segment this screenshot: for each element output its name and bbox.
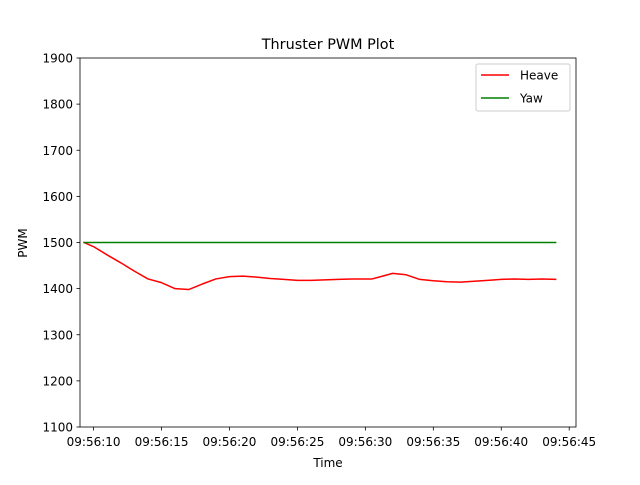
series-line-heave <box>83 241 557 291</box>
y-tick-label: 1600 <box>42 190 73 204</box>
y-tick-label: 1400 <box>42 282 73 296</box>
chart-title: Thruster PWM Plot <box>261 37 395 53</box>
legend: Heave Yaw <box>475 63 571 112</box>
y-tick-label: 1900 <box>42 52 73 66</box>
x-tick-label: 09:56:35 <box>406 435 460 449</box>
y-tick-label: 1300 <box>42 328 73 342</box>
x-tick-label: 09:56:30 <box>338 435 392 449</box>
y-axis-label: PWM <box>16 228 30 257</box>
x-tick-label: 09:56:40 <box>474 435 528 449</box>
x-tick-label: 09:56:15 <box>135 435 189 449</box>
x-tick-label: 09:56:45 <box>542 435 596 449</box>
y-tick-label: 1200 <box>42 374 73 388</box>
y-tick-label: 1100 <box>42 421 73 435</box>
plot-area <box>83 241 557 291</box>
x-axis-label: Time <box>312 456 342 470</box>
y-tick-label: 1500 <box>42 236 73 250</box>
legend-label-heave: Heave <box>520 69 558 83</box>
x-tick-label: 09:56:10 <box>67 435 121 449</box>
x-tick-label: 09:56:20 <box>203 435 257 449</box>
axes: 1100 1200 1300 1400 1500 1600 1700 1800 1900 09:5… <box>42 52 596 450</box>
legend-label-yaw: Yaw <box>519 92 543 106</box>
x-tick-label: 09:56:25 <box>270 435 324 449</box>
y-tick-label: 1800 <box>42 98 73 112</box>
y-tick-label: 1700 <box>42 144 73 158</box>
